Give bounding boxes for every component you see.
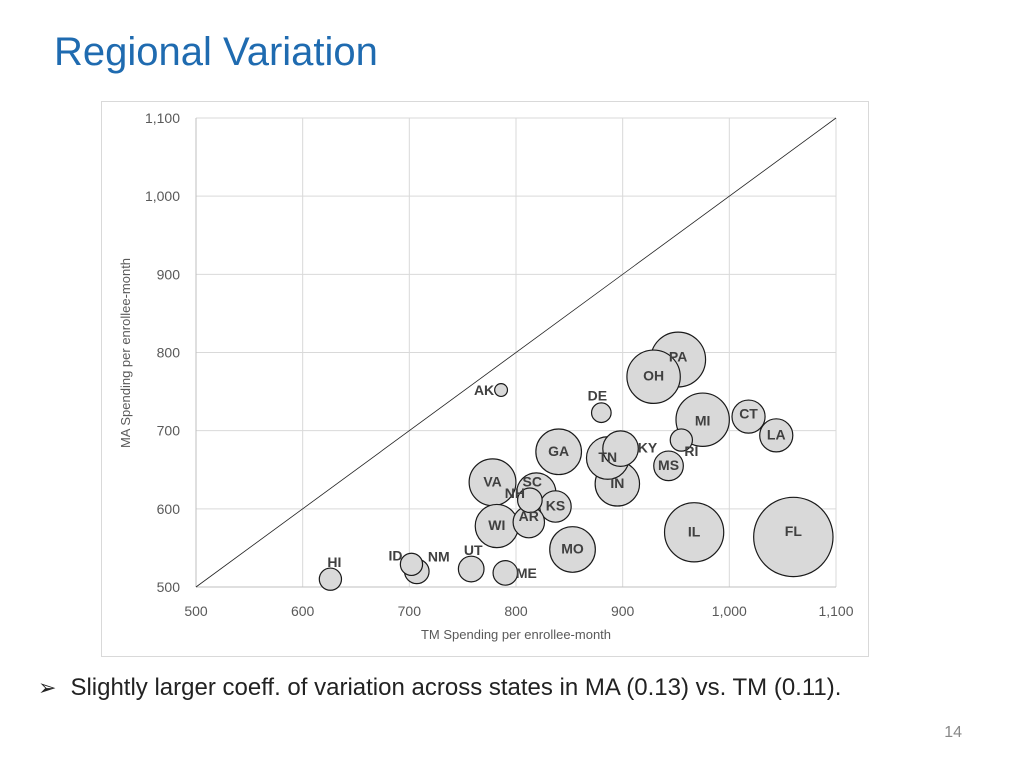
bubble-id <box>399 552 424 577</box>
y-tick-label: 1,000 <box>145 188 180 204</box>
bubble-ut <box>457 555 485 583</box>
point-label-ar: AR <box>519 508 539 524</box>
point-label-mi: MI <box>695 413 711 429</box>
point-label-va: VA <box>483 473 501 489</box>
bubble-fl <box>753 496 834 578</box>
reference-line-layer <box>195 117 837 588</box>
reference-line <box>195 117 837 588</box>
point-label-ks: KS <box>546 497 565 513</box>
point-label-nm: NM <box>428 548 450 564</box>
point-label-oh: OH <box>643 368 664 384</box>
bubble-la <box>759 418 794 453</box>
bubble-me <box>492 560 519 586</box>
point-label-ky: KY <box>638 440 658 456</box>
bubble-ms <box>653 450 684 482</box>
bubble-ri <box>669 428 694 452</box>
point-label-in: IN <box>610 475 624 491</box>
bubble-oh <box>626 349 681 405</box>
point-label-wi: WI <box>488 517 505 533</box>
point-label-tn: TN <box>598 449 617 465</box>
x-tick-label: 800 <box>504 603 528 619</box>
y-tick-label: 900 <box>157 266 181 282</box>
x-tick-label: 700 <box>398 603 422 619</box>
bubble-ga <box>535 428 583 476</box>
chart-frame <box>101 101 869 657</box>
y-tick-label: 600 <box>157 501 181 517</box>
point-label-la: LA <box>767 426 786 442</box>
point-label-ut: UT <box>464 542 483 558</box>
bullet-point: ➢ Slightly larger coeff. of variation ac… <box>38 674 841 702</box>
point-label-ct: CT <box>739 406 758 422</box>
point-label-ri: RI <box>684 443 698 459</box>
point-label-fl: FL <box>785 523 803 539</box>
x-tick-label: 600 <box>291 603 315 619</box>
x-tick-label: 500 <box>184 603 208 619</box>
bubbles <box>318 331 834 591</box>
x-tick-label: 900 <box>611 603 635 619</box>
point-label-hi: HI <box>327 554 341 570</box>
point-label-sc: SC <box>523 473 542 489</box>
point-label-ak: AK <box>474 382 494 398</box>
bubble-ak <box>494 383 509 398</box>
point-label-ga: GA <box>548 443 569 459</box>
point-label-nh: NH <box>505 485 525 501</box>
page-number: 14 <box>944 724 962 741</box>
bubble-hi <box>318 567 343 591</box>
bubble-il <box>663 502 725 563</box>
y-tick-label: 800 <box>157 345 181 361</box>
bubble-ct <box>731 399 766 434</box>
point-label-me: ME <box>516 565 537 581</box>
point-label-il: IL <box>688 523 701 539</box>
bubble-ky <box>602 430 639 467</box>
x-tick-label: 1,000 <box>712 603 747 619</box>
axes: 500 600 700 800 900 1,000 1,100 500 600 700 800 900… <box>145 110 854 619</box>
point-label-pa: PA <box>669 349 687 365</box>
slide-title: Regional Variation <box>54 30 378 74</box>
point-label-mo: MO <box>561 540 584 556</box>
y-tick-label: 700 <box>157 423 181 439</box>
y-axis-title: MA Spending per enrollee-month <box>118 258 133 448</box>
y-tick-label: 500 <box>157 579 181 595</box>
y-tick-label: 1,100 <box>145 110 180 126</box>
point-label-ms: MS <box>658 457 679 473</box>
bubble-nh <box>516 487 543 514</box>
point-label-de: DE <box>588 388 607 404</box>
bubble-de <box>590 402 612 424</box>
arrow-bullet-icon: ➢ <box>38 675 57 700</box>
bullet-text: Slightly larger coeff. of variation acro… <box>70 674 842 701</box>
x-axis-title: TM Spending per enrollee-month <box>421 627 611 642</box>
point-label-id: ID <box>388 547 402 563</box>
x-tick-label: 1,100 <box>818 603 853 619</box>
bubble-mo <box>549 526 596 573</box>
